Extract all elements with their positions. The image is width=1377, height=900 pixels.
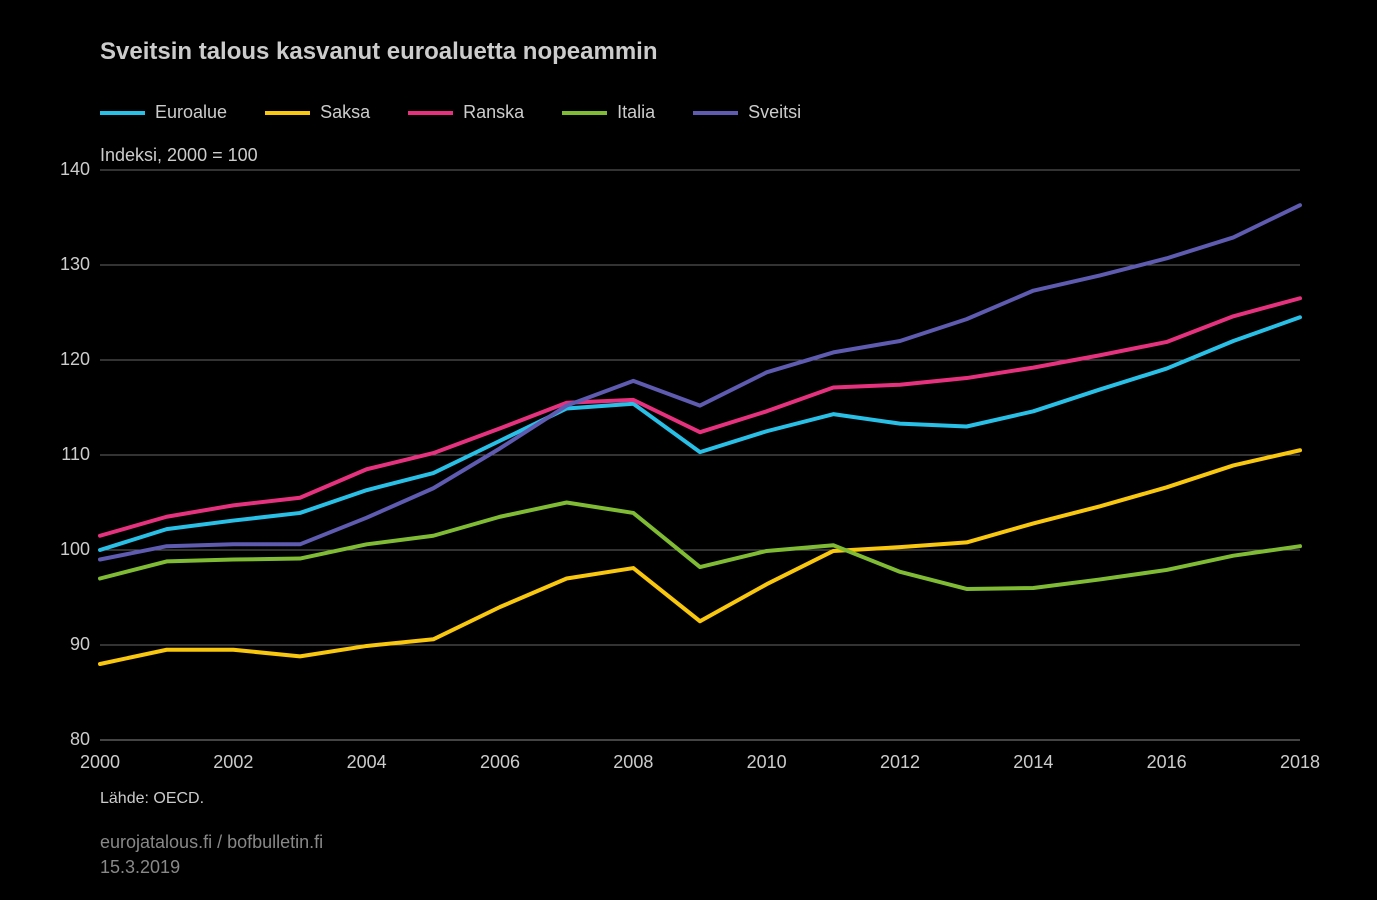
footer-sites: eurojatalous.fi / bofbulletin.fi <box>100 830 323 855</box>
footer-text: eurojatalous.fi / bofbulletin.fi 15.3.20… <box>100 830 323 880</box>
x-tick-label: 2012 <box>875 752 925 773</box>
x-tick-label: 2018 <box>1275 752 1325 773</box>
y-tick-label: 80 <box>50 729 90 750</box>
x-tick-label: 2016 <box>1142 752 1192 773</box>
source-label: Lähde: OECD. <box>100 790 204 808</box>
footer-date: 15.3.2019 <box>100 855 323 880</box>
y-tick-label: 90 <box>50 634 90 655</box>
x-tick-label: 2000 <box>75 752 125 773</box>
x-tick-label: 2014 <box>1008 752 1058 773</box>
y-tick-label: 100 <box>50 539 90 560</box>
y-tick-label: 110 <box>50 444 90 465</box>
y-tick-label: 130 <box>50 254 90 275</box>
x-tick-label: 2004 <box>342 752 392 773</box>
y-tick-label: 120 <box>50 349 90 370</box>
x-tick-label: 2008 <box>608 752 658 773</box>
x-tick-label: 2002 <box>208 752 258 773</box>
y-tick-label: 140 <box>50 159 90 180</box>
x-tick-label: 2010 <box>742 752 792 773</box>
x-tick-label: 2006 <box>475 752 525 773</box>
chart-container: { "title": "Sveitsin talous kasvanut eur… <box>0 0 1377 900</box>
